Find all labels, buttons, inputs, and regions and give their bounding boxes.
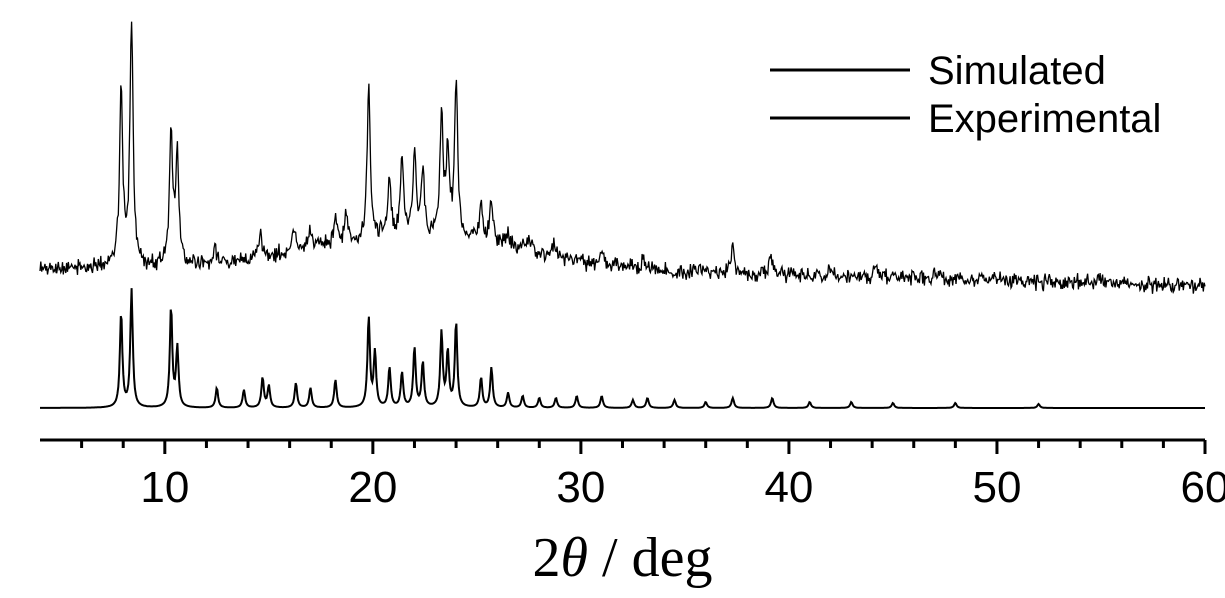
- x-axis-label: 2θ / deg: [533, 527, 713, 589]
- x-axis-label-suffix: / deg: [588, 527, 712, 589]
- chart-svg: 10 20 30 40 50 60 2θ / deg SimulatedExperimen…: [0, 0, 1225, 598]
- x-tick-label: 50: [972, 463, 1021, 512]
- x-axis-label-prefix: 2: [533, 527, 561, 589]
- x-tick-label: 10: [140, 463, 189, 512]
- legend-label: Simulated: [928, 49, 1106, 93]
- x-tick-label: 20: [348, 463, 397, 512]
- x-tick-label: 60: [1181, 463, 1225, 512]
- legend: SimulatedExperimental: [770, 49, 1161, 141]
- x-tick-label: 40: [764, 463, 813, 512]
- legend-label: Experimental: [928, 97, 1161, 141]
- x-axis-label-theta: θ: [561, 527, 589, 589]
- xrd-chart: 10 20 30 40 50 60 2θ / deg SimulatedExperimen…: [0, 0, 1225, 598]
- x-axis-tick-labels: 10 20 30 40 50 60: [140, 463, 1225, 512]
- x-tick-label: 30: [556, 463, 605, 512]
- x-axis-ticks: [82, 440, 1205, 454]
- series-simulated: [40, 288, 1205, 408]
